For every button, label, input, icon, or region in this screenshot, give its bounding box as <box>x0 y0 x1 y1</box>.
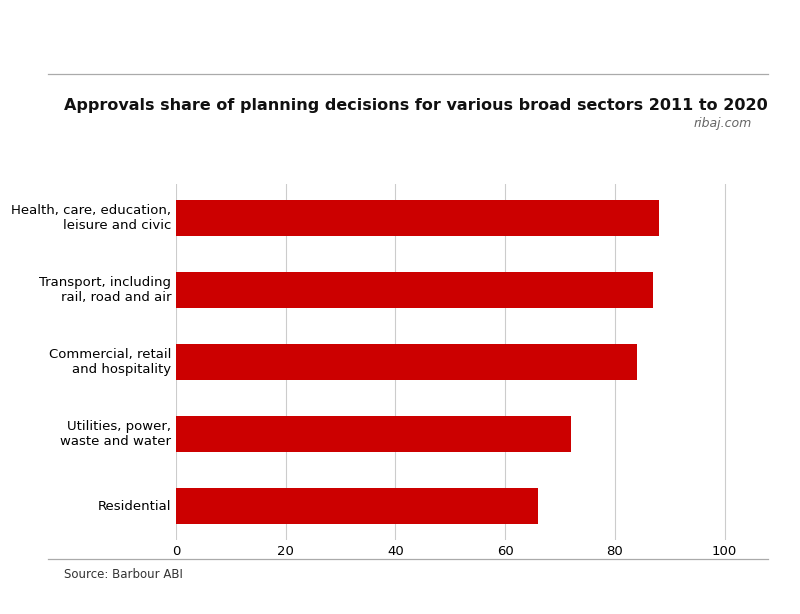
Bar <box>176 488 538 524</box>
Bar <box>176 344 637 380</box>
Text: Source: Barbour ABI: Source: Barbour ABI <box>64 568 183 581</box>
Bar <box>176 200 658 236</box>
Text: Approvals share of planning decisions for various broad sectors 2011 to 2020: Approvals share of planning decisions fo… <box>64 98 768 113</box>
Bar <box>176 416 571 452</box>
Text: ribaj.com: ribaj.com <box>694 117 752 130</box>
Bar <box>176 273 654 308</box>
